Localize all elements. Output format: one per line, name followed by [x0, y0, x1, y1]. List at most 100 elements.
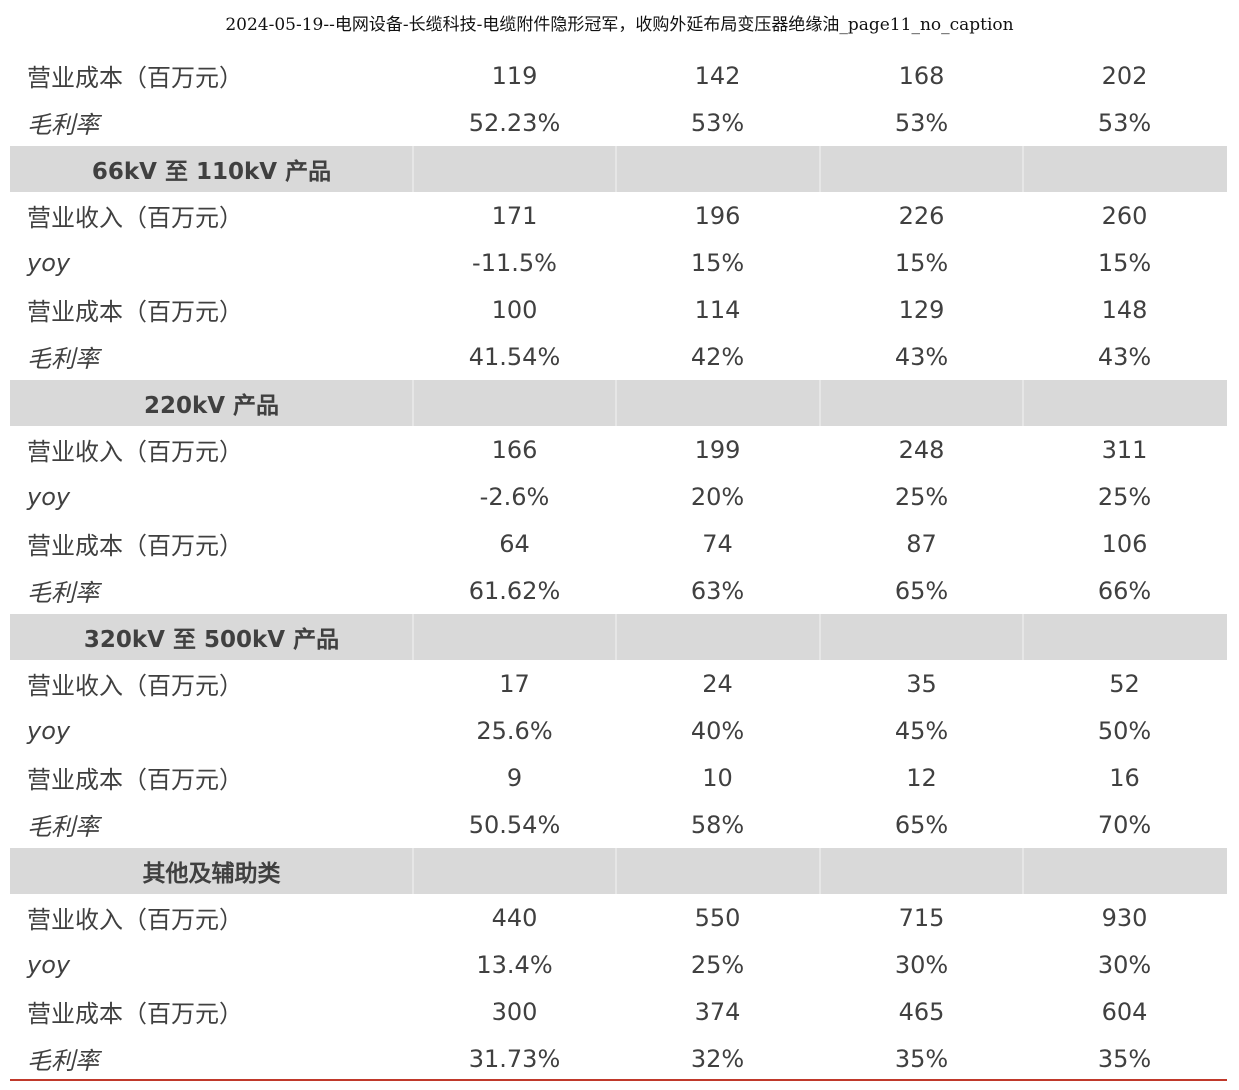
table-cell: 465	[898, 997, 945, 1026]
column-separator	[819, 614, 821, 660]
table-cell: 311	[1101, 435, 1148, 464]
table-cell: 64	[499, 529, 530, 558]
table-cell: 63%	[690, 576, 745, 605]
document-title: 2024-05-19--电网设备-长缆科技-电缆附件隐形冠军，收购外延布局变压器…	[225, 15, 1014, 35]
table-row: 毛利率 61.62% 63% 65% 66%	[10, 567, 1227, 614]
row-label: 毛利率	[27, 579, 99, 607]
table-cell: 17	[499, 669, 530, 698]
table-cell: -11.5%	[472, 248, 557, 277]
table-cell: 374	[694, 997, 741, 1026]
table-cell: 166	[491, 435, 538, 464]
column-separator	[819, 380, 821, 426]
table-cell: 30%	[894, 950, 949, 979]
table-cell: 10	[702, 763, 733, 792]
column-separator	[412, 380, 414, 426]
section-header-row: 320kV 至 500kV 产品	[10, 614, 1227, 660]
table-cell: 43%	[894, 342, 949, 371]
table-cell: 52.23%	[468, 108, 561, 137]
section-header-row: 220kV 产品	[10, 380, 1227, 426]
table-row: 毛利率 52.23% 53% 53% 53%	[10, 99, 1227, 146]
table-cell: 202	[1101, 61, 1148, 90]
column-separator	[819, 146, 821, 192]
table-cell: 15%	[690, 248, 745, 277]
row-label: 营业成本（百万元）	[27, 298, 243, 326]
column-separator	[615, 848, 617, 894]
section-header-row: 其他及辅助类	[10, 848, 1227, 894]
table-cell: 15%	[894, 248, 949, 277]
table-cell: 148	[1101, 295, 1148, 324]
table-cell: 24	[702, 669, 733, 698]
table-cell: 42%	[690, 342, 745, 371]
section-label: 320kV 至 500kV 产品	[83, 627, 340, 653]
table-cell: 35%	[1097, 1044, 1152, 1073]
table-cell: 35%	[894, 1044, 949, 1073]
section-label: 其他及辅助类	[142, 861, 281, 887]
column-separator	[1022, 614, 1024, 660]
table-cell: 715	[898, 903, 945, 932]
table-cell: 106	[1101, 529, 1148, 558]
row-label: 营业成本（百万元）	[27, 532, 243, 560]
table-row: 毛利率 31.73% 32% 35% 35%	[10, 1035, 1227, 1082]
section-label: 66kV 至 110kV 产品	[91, 159, 332, 185]
row-label: yoy	[27, 716, 71, 745]
row-label: 毛利率	[27, 345, 99, 373]
table-row: 营业收入（百万元） 17 24 35 52	[10, 660, 1227, 707]
table-cell: 142	[694, 61, 741, 90]
table-cell: 50%	[1097, 716, 1152, 745]
table-cell: 58%	[690, 810, 745, 839]
column-separator	[615, 614, 617, 660]
table-cell: 440	[491, 903, 538, 932]
table-cell: 32%	[690, 1044, 745, 1073]
table-row: 营业成本（百万元） 64 74 87 106	[10, 520, 1227, 567]
table-cell: 604	[1101, 997, 1148, 1026]
table-cell: 300	[491, 997, 538, 1026]
column-separator	[615, 146, 617, 192]
table-row: yoy -11.5% 15% 15% 15%	[10, 239, 1227, 286]
table-cell: 35	[906, 669, 937, 698]
table-cell: 52	[1109, 669, 1140, 698]
table-cell: 65%	[894, 576, 949, 605]
column-separator	[412, 614, 414, 660]
table-cell: 25%	[1097, 482, 1152, 511]
bottom-rule	[10, 1079, 1227, 1081]
table-cell: 61.62%	[468, 576, 561, 605]
table-cell: 53%	[1097, 108, 1152, 137]
table-row: 营业成本（百万元） 100 114 129 148	[10, 286, 1227, 333]
table-cell: 25.6%	[476, 716, 553, 745]
table-cell: 41.54%	[468, 342, 561, 371]
table-cell: 13.4%	[476, 950, 553, 979]
table-cell: 9	[506, 763, 523, 792]
table-cell: 226	[898, 201, 945, 230]
table-cell: 12	[906, 763, 937, 792]
table-row: 营业收入（百万元） 166 199 248 311	[10, 426, 1227, 473]
table-cell: 25%	[690, 950, 745, 979]
row-label: yoy	[27, 248, 71, 277]
row-label: yoy	[27, 950, 71, 979]
table-cell: 199	[694, 435, 741, 464]
row-label: 营业收入（百万元）	[27, 672, 243, 700]
table-cell: 168	[898, 61, 945, 90]
table-row: 营业收入（百万元） 440 550 715 930	[10, 894, 1227, 941]
table-cell: 25%	[894, 482, 949, 511]
table-row: 营业成本（百万元） 119 142 168 202	[10, 52, 1227, 99]
table-cell: 31.73%	[468, 1044, 561, 1073]
table-cell: 171	[491, 201, 538, 230]
column-separator	[412, 848, 414, 894]
table-cell: 16	[1109, 763, 1140, 792]
table-cell: 100	[491, 295, 538, 324]
table-cell: 114	[694, 295, 741, 324]
row-label: 营业成本（百万元）	[27, 1000, 243, 1028]
row-label: 毛利率	[27, 111, 99, 139]
table-cell: 66%	[1097, 576, 1152, 605]
row-label: yoy	[27, 482, 71, 511]
table-cell: 53%	[690, 108, 745, 137]
row-label: 营业收入（百万元）	[27, 438, 243, 466]
table-row: 营业成本（百万元） 9 10 12 16	[10, 754, 1227, 801]
table-cell: 248	[898, 435, 945, 464]
section-header-row: 66kV 至 110kV 产品	[10, 146, 1227, 192]
table-cell: 15%	[1097, 248, 1152, 277]
table-cell: 20%	[690, 482, 745, 511]
row-label: 营业成本（百万元）	[27, 766, 243, 794]
table-row: 营业成本（百万元） 300 374 465 604	[10, 988, 1227, 1035]
column-separator	[1022, 380, 1024, 426]
